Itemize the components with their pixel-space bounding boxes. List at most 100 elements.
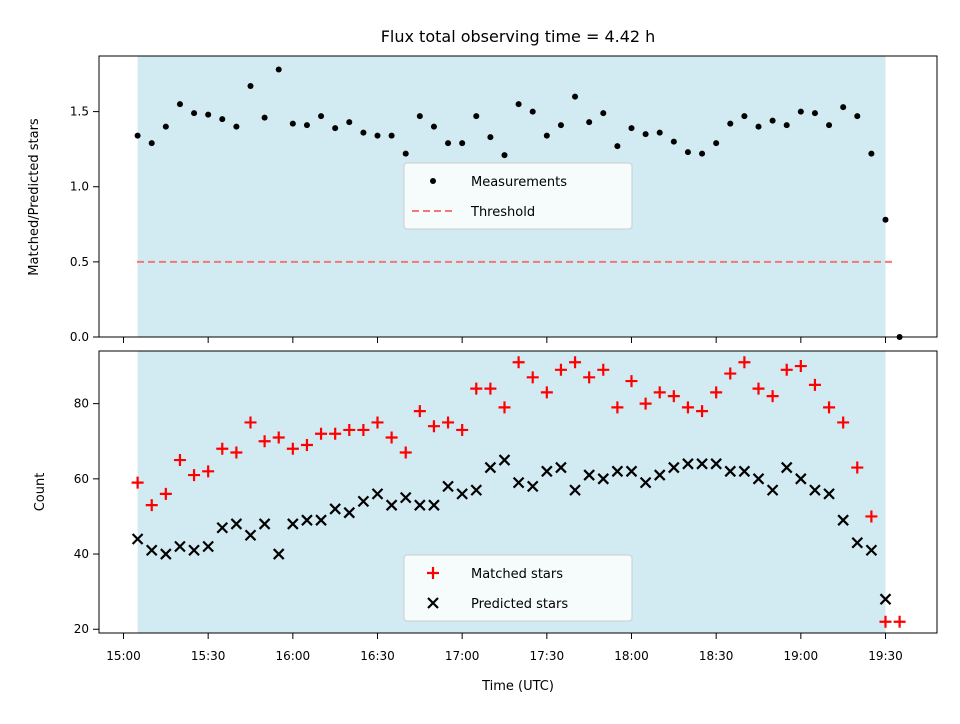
predicted-star-point <box>710 458 722 470</box>
measurement-point <box>614 143 621 150</box>
matched-star-point <box>554 363 567 376</box>
bottom-y-tick-label: 20 <box>74 622 89 636</box>
predicted-star-point <box>329 503 341 515</box>
measurement-point <box>811 110 818 117</box>
predicted-star-point <box>597 473 610 485</box>
measurement-point <box>416 113 423 120</box>
matched-star-point <box>526 371 539 384</box>
measurement-point <box>233 123 240 130</box>
measurement-point <box>303 122 310 129</box>
measurement-point <box>332 125 339 132</box>
top-panel: 0.0 0.5 1.0 1.5 Matched/Predicted stars Mea… <box>27 55 938 344</box>
predicted-star-point <box>865 544 878 557</box>
matched-star-point <box>484 382 497 395</box>
predicted-star-point <box>272 548 285 560</box>
measurement-point <box>289 120 296 127</box>
measurement-point <box>487 134 494 141</box>
predicted-star-point <box>202 540 214 553</box>
matched-star-point <box>583 371 596 384</box>
legend-measurements-label: Measurements <box>471 175 567 190</box>
predicted-star-point <box>611 465 624 478</box>
predicted-star-point <box>145 544 158 557</box>
measurement-point <box>684 149 691 156</box>
measurement-point <box>769 117 776 124</box>
measurement-point <box>826 122 833 129</box>
matched-star-point <box>823 401 836 414</box>
matched-star-point <box>681 401 694 414</box>
matched-star-point <box>780 363 793 376</box>
measurement-point <box>586 119 593 126</box>
bottom-x-tick-label: 17:30 <box>530 649 565 663</box>
top-y-tick-label: 0.0 <box>70 330 89 344</box>
predicted-star-point <box>583 469 595 481</box>
bottom-y-tick-label: 40 <box>74 547 89 561</box>
predicted-star-point <box>188 544 200 557</box>
matched-star-point <box>653 386 666 399</box>
bottom-y-axis: 20 40 60 80 <box>74 397 99 636</box>
matched-star-point <box>300 439 313 451</box>
matched-star-point <box>808 378 821 391</box>
measurement-point <box>445 140 452 147</box>
bottom-x-tick-label: 19:00 <box>784 649 819 663</box>
matched-star-point <box>611 401 624 414</box>
legend-threshold-label: Threshold <box>470 205 535 220</box>
predicted-star-point <box>724 465 737 478</box>
predicted-star-point <box>131 533 144 545</box>
measurements-series <box>134 66 903 340</box>
predicted-star-point <box>385 499 398 511</box>
bottom-x-tick-label: 18:00 <box>614 649 649 663</box>
matched-star-point <box>794 360 807 373</box>
predicted-star-point <box>766 484 779 496</box>
top-y-axis-label: Matched/Predicted stars <box>27 118 42 276</box>
matched-star-point <box>851 461 864 474</box>
measurement-point <box>430 123 437 130</box>
measurement-point <box>783 122 790 129</box>
top-legend-box <box>403 162 633 230</box>
matched-star-point <box>399 446 412 459</box>
bottom-y-tick-label: 80 <box>74 397 89 411</box>
predicted-star-point <box>526 480 539 493</box>
predicted-star-point <box>357 495 370 508</box>
measurement-point <box>557 122 564 129</box>
predicted-star-point <box>682 458 694 470</box>
predicted-star-point <box>696 458 708 470</box>
predicted-star-point <box>315 514 327 526</box>
measurement-point <box>628 125 635 132</box>
measurement-point <box>374 132 381 139</box>
measurement-point <box>501 152 508 159</box>
predicted-star-point <box>625 465 638 478</box>
matched-star-point <box>724 367 737 380</box>
matched-star-point <box>427 420 440 433</box>
matched-star-point <box>272 431 285 444</box>
measurement-point <box>459 140 466 147</box>
predicted-star-point <box>879 593 892 605</box>
predicted-star-point <box>414 499 426 511</box>
predicted-star-point <box>371 488 384 500</box>
predicted-star-point <box>780 461 793 474</box>
measurement-point <box>868 150 875 157</box>
matched-star-point <box>893 615 906 628</box>
predicted-star-point <box>653 469 666 481</box>
matched-star-point <box>329 427 342 440</box>
matched-star-point <box>131 476 144 489</box>
matched-star-point <box>625 375 638 388</box>
matched-star-point <box>752 382 765 395</box>
predicted-star-point <box>287 518 299 530</box>
measurement-point <box>402 150 409 157</box>
measurement-point <box>346 119 353 126</box>
predicted-star-point <box>301 514 313 526</box>
matched-star-point <box>470 382 483 395</box>
bottom-x-tick-label: 15:30 <box>191 649 226 663</box>
matched-star-point <box>258 435 271 448</box>
predicted-star-point <box>498 454 511 466</box>
measurement-point <box>219 116 226 123</box>
predicted-star-point <box>456 488 468 500</box>
matched-star-point <box>879 615 892 628</box>
predicted-star-point <box>738 465 751 478</box>
matched-stars-series <box>131 356 906 628</box>
predicted-star-point <box>230 518 243 530</box>
matched-star-point <box>315 427 328 440</box>
measurement-point <box>600 110 607 117</box>
